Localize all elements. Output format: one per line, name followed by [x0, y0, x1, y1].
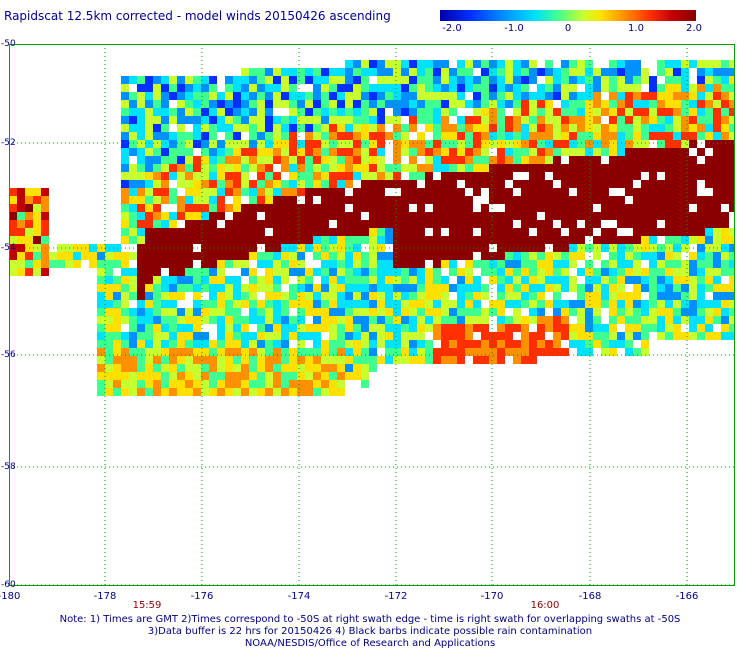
lat-label-60: -60 [1, 580, 16, 590]
note-line-1: Note: 1) Times are GMT 2)Times correspon… [59, 614, 681, 625]
colorbar-label-max: 2.0 [686, 23, 702, 34]
map-title: Rapidscat 12.5km corrected - model winds… [4, 9, 391, 23]
note-line-3: NOAA/NESDIS/Office of Research and Appli… [244, 638, 496, 649]
colorbar-label-pos1: 1.0 [628, 23, 644, 34]
lon-label-166: -166 [675, 591, 699, 602]
lon-label-174: -174 [287, 591, 311, 602]
colorbar-label-zero: 0 [564, 23, 572, 34]
lon-label-170: -170 [480, 591, 504, 602]
wind-map-plot [9, 44, 735, 586]
lat-label-50: -50 [1, 39, 16, 49]
lon-label-168: -168 [578, 591, 602, 602]
lon-label-176: -176 [190, 591, 214, 602]
note-line-2: 3)Data buffer is 22 hrs for 20150426 4) … [147, 626, 593, 637]
lat-label-52: -52 [1, 138, 16, 148]
time-label-start: 15:59 [132, 600, 162, 611]
lat-label-54: -54 [1, 243, 16, 253]
lon-label-180: -180 [0, 591, 21, 602]
lat-label-56: -56 [1, 350, 16, 360]
lat-label-58: -58 [1, 462, 16, 472]
colorbar-label-min: -2.0 [442, 23, 462, 34]
wind-map-svg [9, 44, 735, 586]
wind-field-cells [9, 60, 735, 396]
lon-label-172: -172 [384, 591, 408, 602]
lon-label-178: -178 [93, 591, 117, 602]
colorbar-label-neg1: -1.0 [504, 23, 524, 34]
map-frame [9, 44, 735, 586]
colorbar [440, 10, 696, 21]
time-label-end: 16:00 [530, 600, 560, 611]
